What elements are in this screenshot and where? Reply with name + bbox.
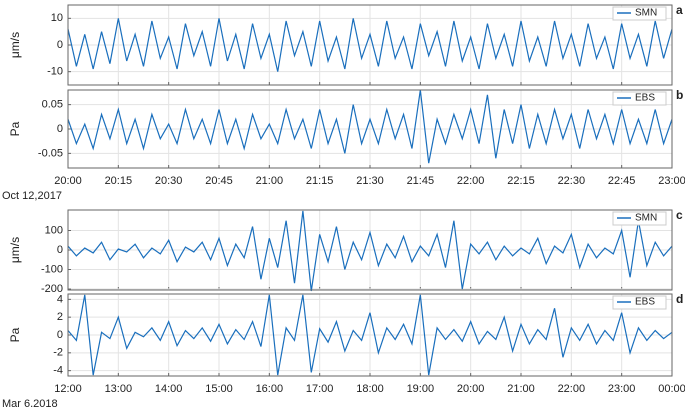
plot-frame	[67, 89, 673, 169]
legend-label: SMN	[635, 8, 657, 19]
legend-label: SMN	[635, 213, 657, 224]
signal-line	[67, 210, 673, 292]
panel-label: b	[676, 88, 683, 102]
x-tick-label: 22:30	[558, 175, 586, 187]
y-tick-label: -200	[41, 283, 63, 295]
x-tick-label: 18:00	[356, 383, 384, 395]
y-tick-label: -100	[41, 263, 63, 275]
y-tick-label: 100	[45, 224, 63, 236]
x-tick-label: 20:45	[205, 175, 233, 187]
x-tick-label: 21:45	[407, 175, 435, 187]
y-axis-label: Pa	[8, 327, 22, 342]
y-tick-label: 10	[51, 12, 63, 24]
date-label: Oct 12,2017	[2, 190, 62, 202]
y-tick-label: 0	[57, 123, 63, 135]
x-tick-label: 14:00	[155, 383, 183, 395]
x-tick-label: 00:00	[658, 383, 685, 395]
x-tick-label: 23:00	[658, 175, 685, 187]
x-tick-label: 19:00	[407, 383, 435, 395]
x-tick-label: 21:00	[507, 383, 535, 395]
legend-box	[612, 211, 667, 226]
plot-frame	[67, 209, 673, 291]
y-tick-label: 0.05	[42, 99, 63, 111]
y-tick-label: 0	[57, 244, 63, 256]
signal-line	[67, 294, 673, 376]
x-tick-label: 15:00	[205, 383, 233, 395]
x-tick-label: 17:00	[306, 383, 334, 395]
panel-label: d	[676, 292, 683, 306]
y-axis-label: μm/s	[8, 237, 22, 263]
x-tick-label: 20:00	[54, 175, 82, 187]
legend-box	[612, 91, 667, 106]
y-tick-label: 0	[57, 39, 63, 51]
y-axis-label: Pa	[8, 121, 22, 136]
x-tick-label: 22:00	[457, 175, 485, 187]
x-tick-label: 22:00	[558, 383, 586, 395]
x-tick-label: 21:30	[356, 175, 384, 187]
y-axis-label: μm/s	[8, 32, 22, 58]
y-tick-label: 4	[57, 293, 63, 305]
date-label: Mar 6,2018	[2, 398, 58, 407]
signal-line	[67, 89, 673, 164]
plot-frame	[67, 4, 673, 86]
y-tick-label: 2	[57, 311, 63, 323]
x-tick-label: 22:15	[507, 175, 535, 187]
x-tick-label: 22:45	[608, 175, 636, 187]
legend-box	[612, 6, 667, 21]
x-tick-label: 21:00	[256, 175, 284, 187]
x-tick-label: 20:15	[105, 175, 133, 187]
x-tick-label: 23:00	[608, 383, 636, 395]
y-tick-label: 0	[57, 329, 63, 341]
legend-box	[612, 295, 667, 310]
panel-label: a	[676, 3, 683, 17]
x-tick-label: 16:00	[256, 383, 284, 395]
panel-label: c	[676, 208, 683, 222]
plot-frame	[67, 293, 673, 377]
x-tick-label: 20:00	[457, 383, 485, 395]
y-tick-label: -10	[47, 66, 63, 78]
x-tick-label: 20:30	[155, 175, 183, 187]
y-tick-label: -0.05	[38, 147, 63, 159]
x-tick-label: 21:15	[306, 175, 334, 187]
legend-label: EBS	[635, 297, 655, 308]
y-tick-label: -4	[53, 365, 63, 377]
x-tick-label: 12:00	[54, 383, 82, 395]
legend-label: EBS	[635, 93, 655, 104]
x-tick-label: 13:00	[105, 383, 133, 395]
signal-line	[67, 18, 673, 72]
y-tick-label: -2	[53, 347, 63, 359]
